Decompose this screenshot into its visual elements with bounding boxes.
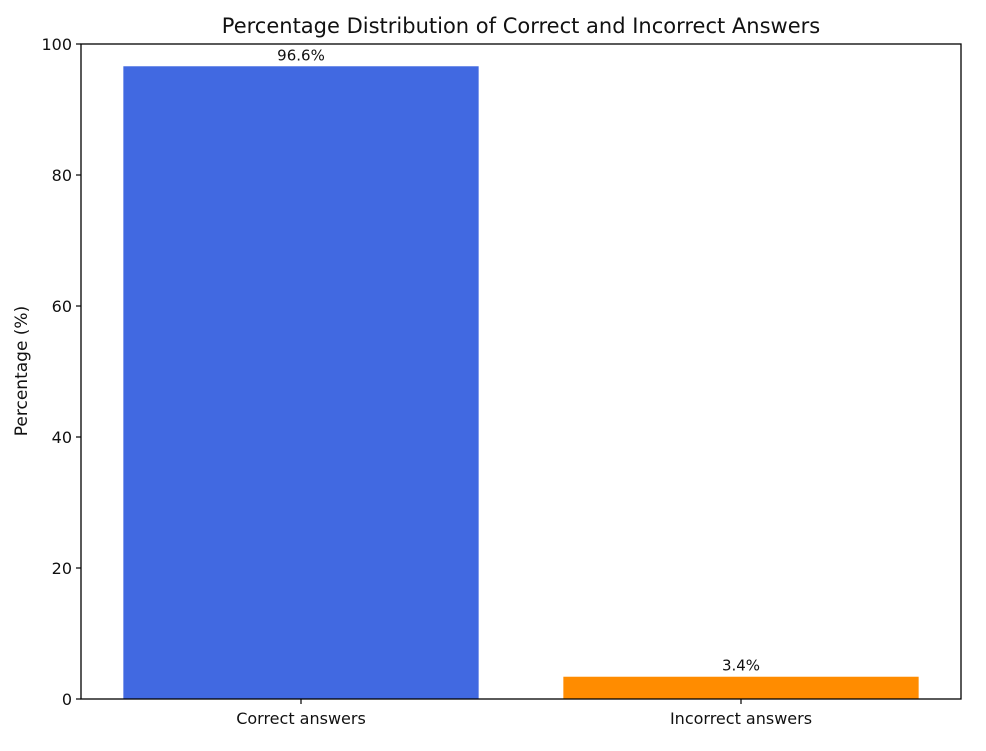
x-tick-label: Correct answers bbox=[236, 709, 366, 728]
axes-frame bbox=[80, 43, 962, 700]
y-axis-label: Percentage (%) bbox=[12, 306, 32, 436]
data-label: 3.4% bbox=[722, 657, 760, 675]
y-tick-label: 60 bbox=[52, 297, 72, 316]
bar-correct-answers bbox=[123, 66, 479, 699]
y-tick-label: 80 bbox=[52, 166, 72, 185]
x-tick-label: Incorrect answers bbox=[670, 709, 812, 728]
y-tick-label: 20 bbox=[52, 559, 72, 578]
y-tick-label: 100 bbox=[41, 35, 72, 54]
data-label: 96.6% bbox=[277, 46, 325, 64]
chart-title: Percentage Distribution of Correct and I… bbox=[222, 14, 820, 38]
y-tick-label: 0 bbox=[62, 690, 72, 709]
y-tick-label: 40 bbox=[52, 428, 72, 447]
bar-incorrect-answers bbox=[563, 676, 919, 699]
